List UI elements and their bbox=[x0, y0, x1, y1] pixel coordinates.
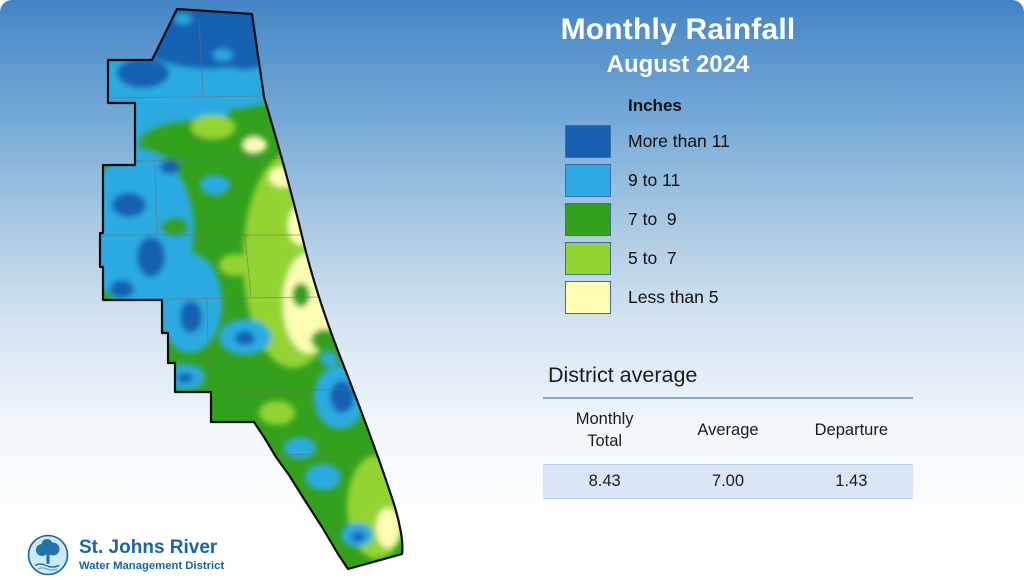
legend-label: More than 11 bbox=[628, 131, 730, 151]
district-outline bbox=[98, 7, 404, 571]
value-departure: 1.43 bbox=[835, 471, 868, 490]
page-title: Monthly Rainfall bbox=[560, 13, 796, 46]
legend-row-7-to-9: 7 to 9 bbox=[565, 203, 730, 236]
value-average: 7.00 bbox=[711, 471, 745, 490]
district-average-heading: District average bbox=[548, 363, 698, 387]
legend-heading: Inches bbox=[628, 96, 682, 115]
legend-swatch-9-to-11 bbox=[565, 164, 611, 197]
rainfall-contours bbox=[100, 9, 403, 569]
column-header-departure: Departure bbox=[814, 421, 889, 440]
legend-row-more-than-11: More than 11 bbox=[565, 125, 730, 158]
rainfall-map bbox=[98, 7, 404, 571]
value-monthly-total: 8.43 bbox=[588, 471, 621, 490]
logo-org-subtitle: Water Management District bbox=[79, 559, 225, 572]
sjrwmd-logo: St. Johns River Water Management Distric… bbox=[26, 533, 224, 577]
legend-swatch-5-to-7 bbox=[565, 242, 611, 275]
legend-swatch-7-to-9 bbox=[565, 203, 611, 236]
column-header-monthly-total: Monthly Total bbox=[575, 410, 634, 451]
legend-label: 5 to 7 bbox=[628, 248, 677, 268]
legend-label: 9 to 11 bbox=[628, 170, 681, 190]
legend-row-5-to-7: 5 to 7 bbox=[565, 242, 730, 275]
legend-swatch-more-than-11 bbox=[565, 125, 611, 158]
tree-icon bbox=[27, 534, 69, 576]
district-average-table: Monthly Total Average Departure 8.43 7.0… bbox=[543, 397, 913, 499]
legend-label: Less than 5 bbox=[628, 287, 719, 307]
logo-text: St. Johns River Water Management Distric… bbox=[79, 538, 224, 572]
legend: Inches More than 11 9 to 11 7 to 9 5 to … bbox=[565, 96, 730, 320]
legend-swatch-less-than-5 bbox=[565, 281, 611, 314]
column-header-average: Average bbox=[697, 421, 759, 440]
page-subtitle: August 2024 bbox=[606, 51, 750, 78]
title-block: Monthly Rainfall August 2024 bbox=[508, 13, 848, 79]
table-value-row: 8.43 7.00 1.43 bbox=[543, 463, 913, 499]
logo-org-name: St. Johns River bbox=[79, 537, 218, 559]
table-header-row: Monthly Total Average Departure bbox=[543, 399, 913, 464]
legend-label: 7 to 9 bbox=[628, 209, 677, 229]
legend-row-9-to-11: 9 to 11 bbox=[565, 164, 730, 197]
legend-row-less-than-5: Less than 5 bbox=[565, 281, 730, 314]
